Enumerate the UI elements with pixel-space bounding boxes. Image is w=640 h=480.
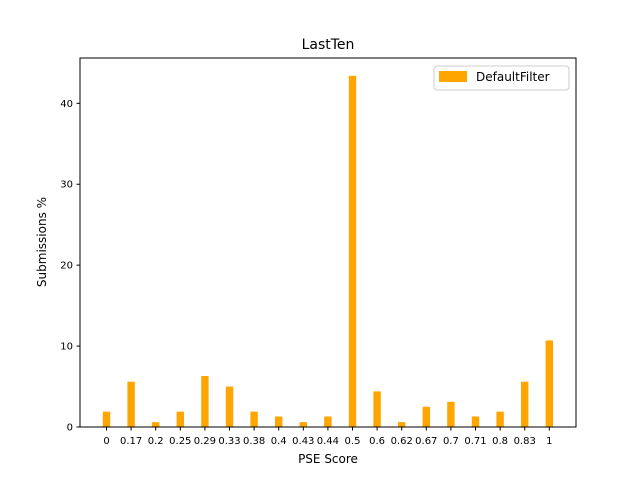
- plot-frame: [79, 57, 577, 428]
- bar-0.4: [275, 416, 283, 427]
- bar-0: [102, 411, 111, 428]
- x-tick-label: 1: [546, 436, 552, 447]
- x-axis-label: PSE Score: [298, 452, 358, 466]
- x-tick-label: 0.29: [194, 436, 216, 447]
- x-tick-label: 0.2: [148, 436, 164, 447]
- bar-0.71: [471, 416, 480, 427]
- x-tick-label: 0.71: [464, 436, 486, 447]
- y-tick-label: 30: [60, 180, 73, 191]
- x-tick-label: 0: [103, 436, 109, 447]
- y-tick-label: 20: [60, 261, 73, 272]
- x-tick-label: 0.83: [514, 436, 536, 447]
- bar-0.62: [398, 422, 406, 427]
- x-tick-label: 0.4: [271, 436, 287, 447]
- bar-0.17: [127, 381, 135, 427]
- bars-group: [102, 75, 553, 428]
- x-tick-label: 0.43: [292, 436, 314, 447]
- y-tick-label: 0: [67, 423, 73, 434]
- x-ticks-group: 0 0.17 0.2 0.25 0.29 0.33 0.38 0.4 0.43 0.44 0.5 0.…: [103, 427, 552, 447]
- x-tick-label: 0.67: [415, 436, 437, 447]
- x-tick-label: 0.6: [369, 436, 385, 447]
- bar-0.38: [250, 411, 258, 428]
- bar-0.8: [496, 411, 504, 428]
- x-tick-label: 0.38: [243, 436, 265, 447]
- y-axis-label: Submissions %: [35, 197, 49, 287]
- x-tick-label: 0.7: [443, 436, 459, 447]
- legend-swatch: [439, 71, 467, 82]
- bar-0.6: [373, 391, 381, 427]
- x-tick-label: 0.8: [492, 436, 508, 447]
- y-tick-label: 40: [60, 99, 73, 110]
- bar-0.44: [324, 416, 332, 427]
- bar-0.67: [422, 406, 430, 427]
- y-ticks-group: 0 10 20 30 40: [60, 99, 80, 434]
- x-tick-label: 0.5: [345, 436, 361, 447]
- x-tick-label: 0.17: [120, 436, 142, 447]
- bar-0.25: [176, 411, 184, 428]
- x-tick-label: 0.25: [169, 436, 191, 447]
- chart-title: LastTen: [302, 37, 355, 53]
- bar-1: [545, 340, 553, 427]
- bar-0.5: [348, 75, 357, 428]
- legend-box: [433, 65, 570, 91]
- legend: DefaultFilter: [433, 65, 570, 91]
- legend-label: DefaultFilter: [476, 70, 550, 84]
- x-tick-label: 0.62: [391, 436, 413, 447]
- y-tick-label: 10: [60, 342, 73, 353]
- x-tick-label: 0.33: [218, 436, 240, 447]
- bar-0.83: [521, 381, 529, 427]
- bar-0.29: [201, 376, 209, 427]
- bar-0.43: [299, 422, 307, 427]
- bar-0.2: [152, 422, 160, 427]
- bar-0.33: [225, 386, 234, 427]
- bar-0.7: [447, 401, 455, 427]
- x-tick-label: 0.44: [317, 436, 339, 447]
